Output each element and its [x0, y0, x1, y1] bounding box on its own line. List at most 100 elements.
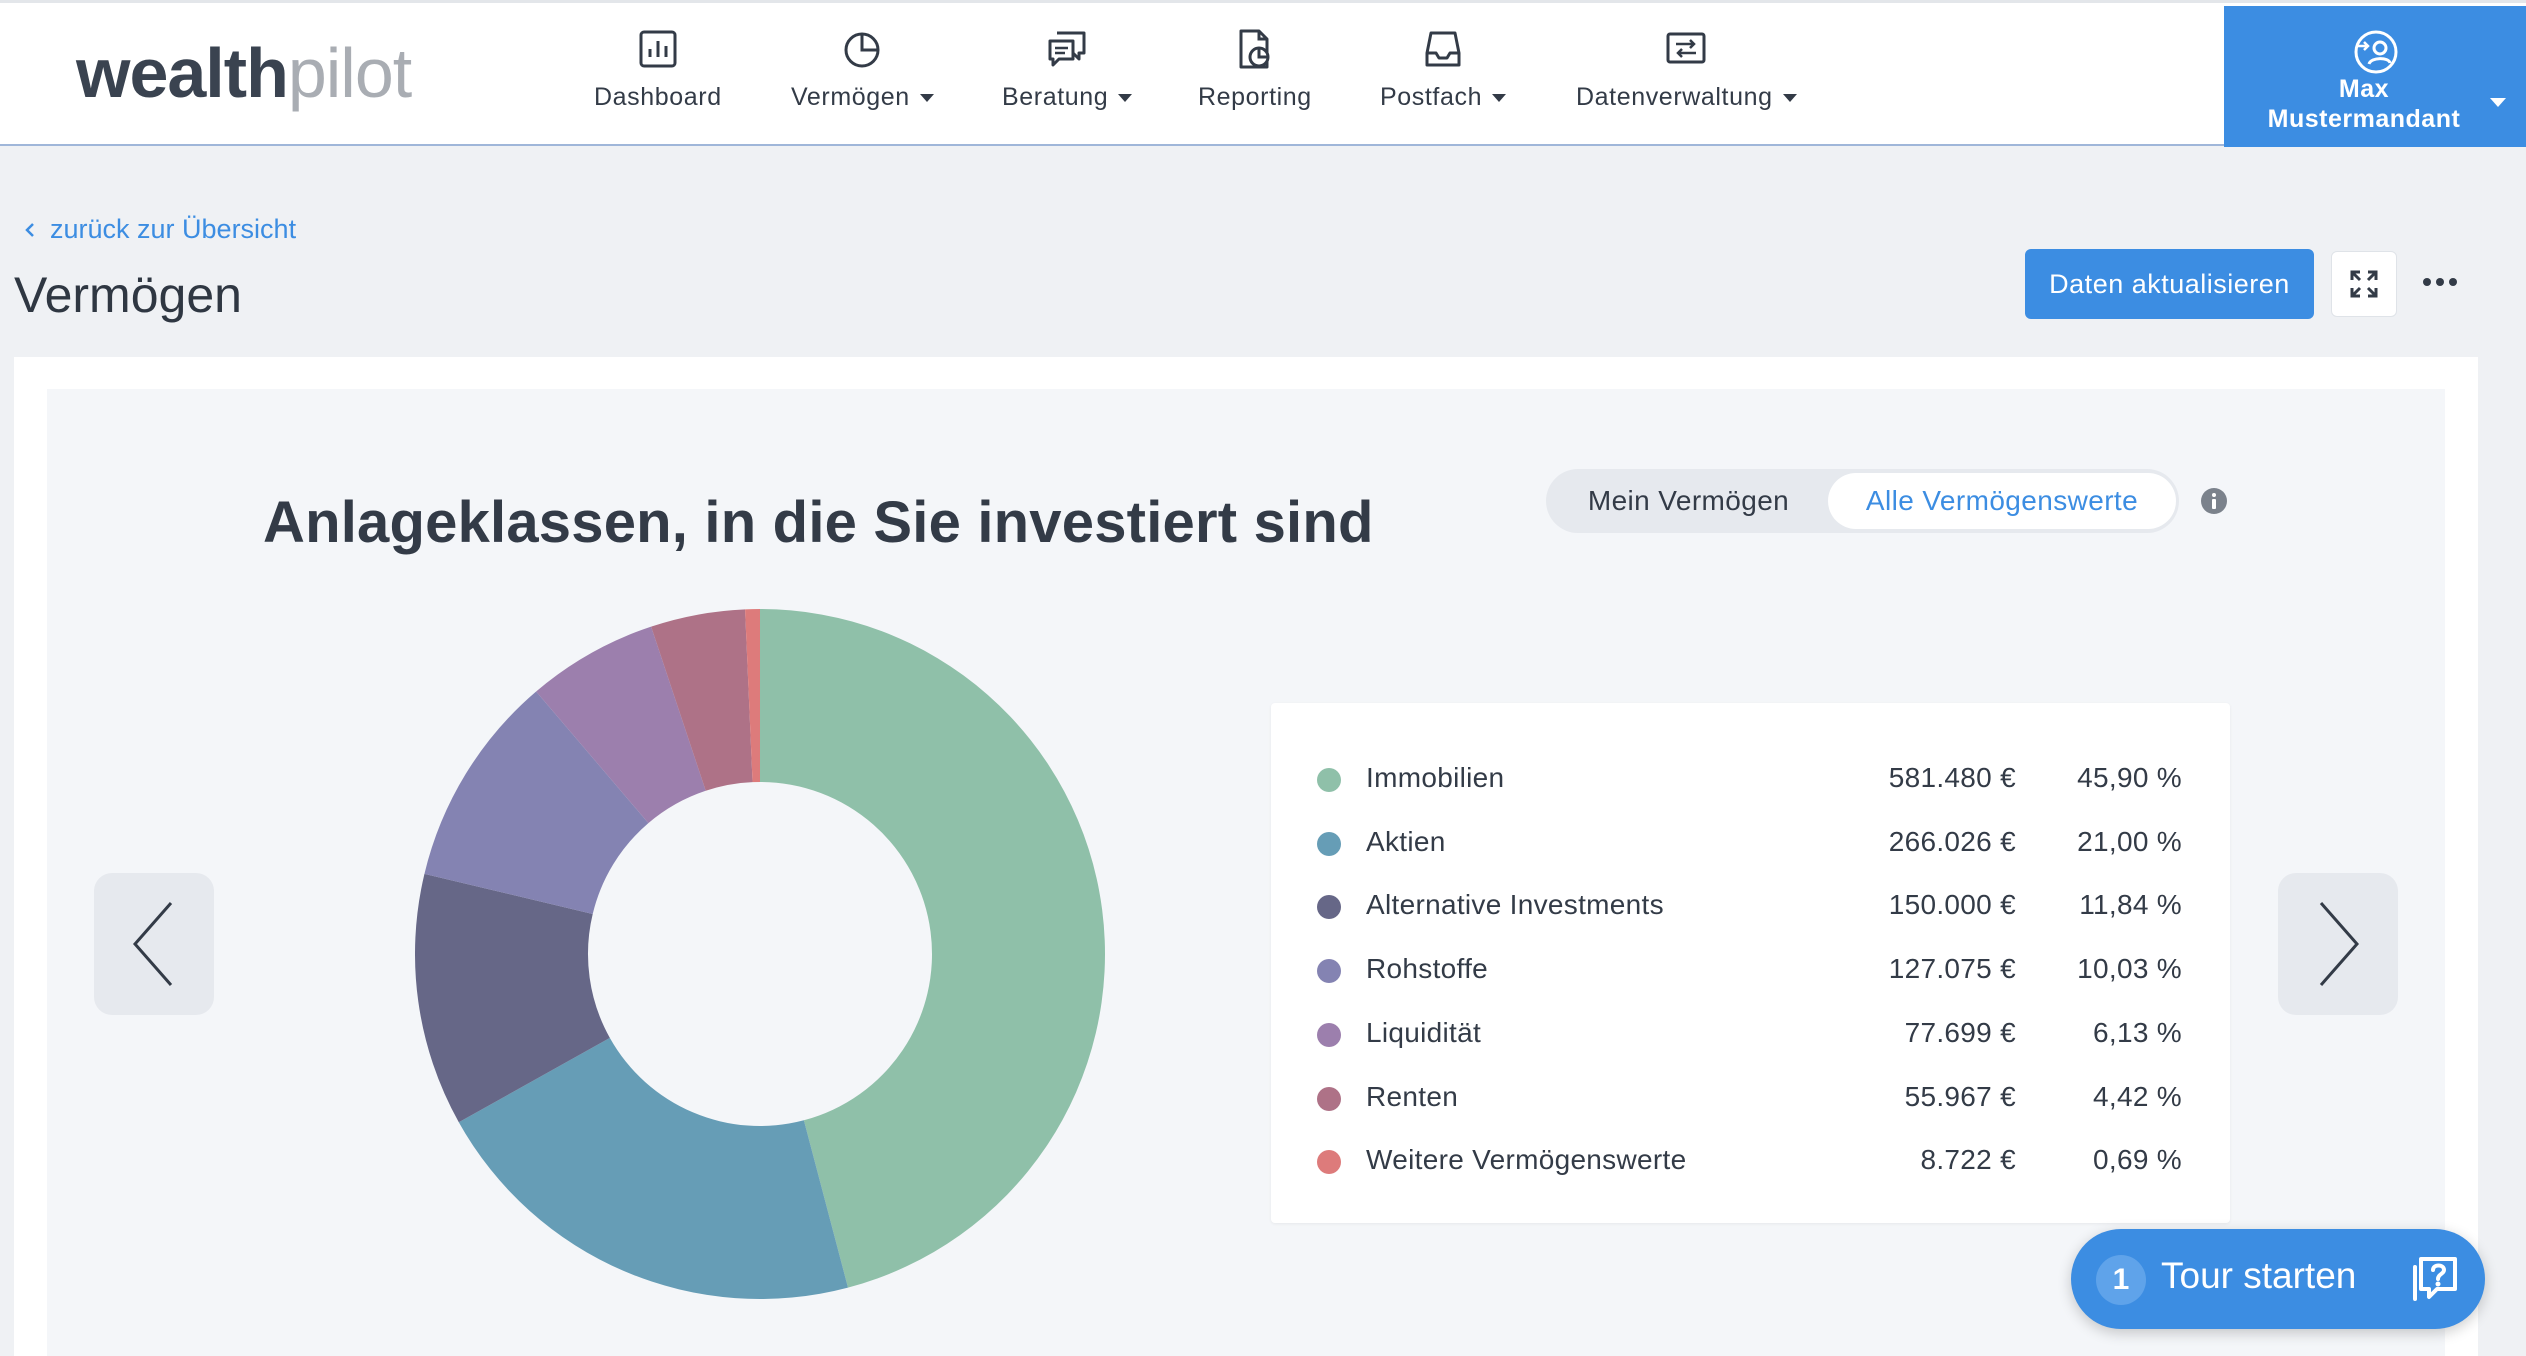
legend-row: Weitere Vermögenswerte 8.722 € 0,69 %	[1271, 1140, 2230, 1180]
legend-amount: 581.480 €	[1888, 762, 2016, 793]
tour-step-badge: 1	[2096, 1255, 2146, 1305]
legend-row: Immobilien 581.480 € 45,90 %	[1271, 758, 2230, 798]
asset-classes-card: Anlageklassen, in die Sie investiert sin…	[14, 357, 2478, 1356]
chevron-left-icon	[133, 902, 173, 986]
legend-color-dot	[1317, 959, 1341, 984]
nav-datenverwaltung-label: Datenverwaltung	[1576, 83, 1797, 112]
nav-reporting-label: Reporting	[1198, 83, 1312, 111]
legend-color-dot	[1317, 831, 1341, 856]
legend-amount: 55.967 €	[1904, 1080, 2016, 1112]
page-title: Vermögen	[14, 267, 242, 323]
legend-color-dot	[1317, 895, 1341, 920]
donut-slice-liquidität[interactable]	[536, 626, 706, 824]
legend-row: Aktien 266.026 € 21,00 %	[1271, 822, 2230, 862]
nav-postfach-label: Postfach	[1380, 83, 1507, 112]
legend-category-name: Aktien	[1366, 825, 1446, 857]
nav-beratung[interactable]: Beratung	[1002, 27, 1133, 127]
legend-percentage: 10,03 %	[2077, 953, 2182, 985]
legend-row: Alternative Investments 150.000 € 11,84 %	[1271, 885, 2230, 925]
donut-slice-weitere-vermögenswerte[interactable]	[745, 609, 760, 783]
legend-percentage: 4,42 %	[2093, 1080, 2182, 1112]
user-switch-icon	[2354, 30, 2398, 74]
legend-percentage: 11,84 %	[2079, 889, 2182, 921]
previous-chart-button[interactable]	[94, 873, 214, 1015]
legend-color-dot	[1317, 1086, 1341, 1111]
chevron-down-icon	[1118, 93, 1133, 102]
legend-percentage: 6,13 %	[2093, 1016, 2182, 1048]
legend-category-name: Rohstoffe	[1366, 953, 1489, 985]
asset-scope-toggle: Mein Vermögen Alle Vermögenswerte	[1546, 469, 2179, 533]
nav-postfach[interactable]: Postfach	[1380, 27, 1507, 127]
nav-datenverwaltung-text: Datenverwaltung	[1576, 83, 1773, 111]
data-transfer-icon	[1666, 32, 1706, 64]
nav-vermoegen-label: Vermögen	[791, 83, 934, 112]
user-last-name: Mustermandant	[2267, 105, 2461, 133]
more-horizontal-icon	[2423, 278, 2457, 286]
inbox-icon	[1425, 31, 1461, 67]
legend-amount: 8.722 €	[1920, 1144, 2016, 1176]
expand-icon	[2350, 270, 2378, 298]
report-icon	[1239, 29, 1270, 69]
nav-dashboard[interactable]: Dashboard	[594, 27, 722, 127]
chevron-down-icon	[1782, 93, 1797, 102]
legend-category-name: Weitere Vermögenswerte	[1366, 1144, 1687, 1176]
chevron-right-icon	[2319, 902, 2359, 986]
chat-icon	[1048, 31, 1086, 67]
wealthpilot-logo[interactable]: wealth pilot	[76, 33, 412, 113]
asset-allocation-legend: Immobilien 581.480 € 45,90 % Aktien 266.026 …	[1271, 703, 2230, 1223]
legend-category-name: Alternative Investments	[1366, 889, 1664, 921]
legend-percentage: 0,69 %	[2093, 1144, 2182, 1176]
legend-amount: 266.026 €	[1888, 825, 2016, 857]
bar-chart-icon	[639, 30, 677, 68]
nav-vermoegen[interactable]: Vermögen	[791, 27, 934, 127]
donut-slice-alternative-investments[interactable]	[415, 873, 610, 1123]
more-options-button[interactable]	[2420, 260, 2460, 304]
nav-postfach-text: Postfach	[1380, 83, 1483, 111]
back-link-label: zurück zur Übersicht	[50, 214, 297, 244]
legend-amount: 150.000 €	[1888, 889, 2016, 921]
user-menu[interactable]: Max Mustermandant	[2224, 6, 2526, 147]
legend-row: Rohstoffe 127.075 € 10,03 %	[1271, 949, 2230, 989]
legend-row: Renten 55.967 € 4,42 %	[1271, 1077, 2230, 1117]
chevron-down-icon	[919, 93, 934, 102]
legend-color-dot	[1317, 768, 1341, 792]
chevron-down-icon	[2490, 98, 2506, 107]
nav-beratung-label: Beratung	[1002, 83, 1133, 112]
legend-category-name: Liquidität	[1366, 1016, 1482, 1048]
legend-color-dot	[1317, 1022, 1341, 1047]
nav-beratung-text: Beratung	[1002, 83, 1109, 111]
info-icon[interactable]	[2200, 487, 2228, 515]
legend-category-name: Immobilien	[1366, 762, 1505, 793]
tour-label: Tour starten	[2161, 1255, 2357, 1296]
chevron-down-icon	[1492, 93, 1507, 102]
chevron-left-icon	[25, 222, 34, 237]
donut-slice-aktien[interactable]	[458, 1037, 848, 1299]
nav-dashboard-label: Dashboard	[594, 83, 722, 111]
donut-slice-renten[interactable]	[651, 609, 753, 791]
chart-title: Anlageklassen, in die Sie investiert sin…	[263, 490, 1374, 555]
legend-percentage: 45,90 %	[2077, 762, 2182, 793]
donut-slice-rohstoffe[interactable]	[424, 691, 649, 915]
donut-slice-immobilien[interactable]	[760, 609, 1105, 1288]
toggle-alle-vermoegenswerte[interactable]: Alle Vermögenswerte	[1828, 473, 2176, 529]
start-tour-button[interactable]: 1 Tour starten	[2071, 1229, 2485, 1329]
legend-percentage: 21,00 %	[2077, 825, 2182, 857]
legend-amount: 127.075 €	[1888, 953, 2016, 985]
logo-text-wealth: wealth	[76, 34, 289, 112]
nav-vermoegen-text: Vermögen	[791, 83, 910, 111]
toggle-mein-vermoegen[interactable]: Mein Vermögen	[1587, 485, 1790, 516]
help-chat-icon	[2413, 1257, 2457, 1301]
user-first-name: Max	[2338, 75, 2390, 103]
back-to-overview-link[interactable]: zurück zur Übersicht	[22, 214, 296, 245]
asset-allocation-donut-chart	[415, 609, 1105, 1299]
nav-datenverwaltung[interactable]: Datenverwaltung	[1576, 27, 1797, 127]
legend-category-name: Renten	[1366, 1080, 1459, 1112]
pie-chart-icon	[844, 32, 880, 68]
fullscreen-button[interactable]	[2331, 251, 2397, 317]
refresh-data-button[interactable]: Daten aktualisieren	[2025, 249, 2314, 319]
legend-color-dot	[1317, 1150, 1341, 1175]
user-name: Max Mustermandant	[2224, 74, 2504, 134]
nav-reporting[interactable]: Reporting	[1198, 27, 1312, 127]
asset-classes-panel: Anlageklassen, in die Sie investiert sin…	[47, 389, 2445, 1356]
next-chart-button[interactable]	[2278, 873, 2398, 1015]
